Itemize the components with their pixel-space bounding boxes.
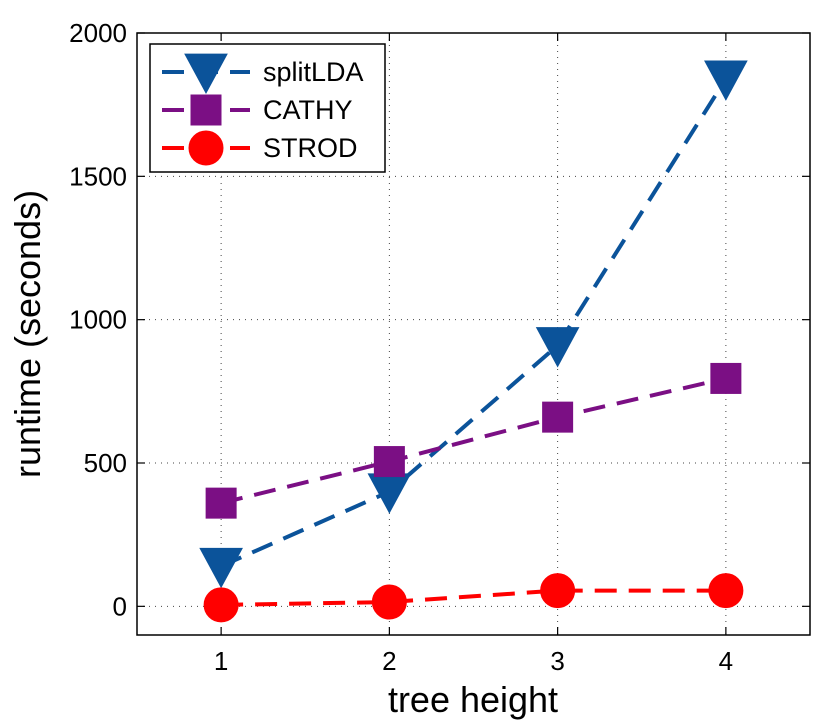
data-point-CATHY-4 <box>710 362 742 394</box>
data-point-splitLDA-4 <box>704 60 748 101</box>
data-point-STROD-2 <box>371 584 407 620</box>
legend-marker-splitLDA <box>184 53 228 95</box>
x-tick-label-2: 2 <box>382 646 396 676</box>
y-tick-label-500: 500 <box>84 448 127 478</box>
legend-label-STROD: STROD <box>263 133 358 163</box>
y-axis-title: runtime (seconds) <box>7 190 48 478</box>
legend-item-STROD: STROD <box>162 130 358 166</box>
series-STROD <box>203 573 744 623</box>
legend-marker-CATHY <box>190 94 222 126</box>
legend: splitLDA CATHY STROD <box>149 43 386 173</box>
data-point-STROD-3 <box>540 573 576 609</box>
plot-frame <box>136 32 811 636</box>
series-line-STROD <box>221 588 726 607</box>
x-axis-title: tree height <box>388 679 558 720</box>
series-line-splitLDA <box>220 77 728 569</box>
data-point-STROD-4 <box>708 573 744 609</box>
data-point-CATHY-2 <box>373 446 405 478</box>
y-tick-label-2000: 2000 <box>69 18 127 48</box>
legend-marker-STROD <box>188 130 224 166</box>
axis-ticks: 0 500 1000 1500 2000 1 2 3 4 <box>69 18 810 676</box>
y-tick-label-1000: 1000 <box>69 305 127 335</box>
y-tick-label-1500: 1500 <box>69 161 127 191</box>
data-point-CATHY-1 <box>205 487 237 519</box>
legend-label-CATHY: CATHY <box>263 95 353 125</box>
y-tick-label-0: 0 <box>113 591 127 621</box>
legend-label-splitLDA: splitLDA <box>263 57 364 87</box>
series-splitLDA <box>199 60 748 589</box>
data-point-splitLDA-3 <box>535 327 580 368</box>
x-tick-label-1: 1 <box>214 646 228 676</box>
data-series <box>199 60 748 623</box>
legend-item-splitLDA: splitLDA <box>162 53 364 95</box>
x-tick-label-3: 3 <box>550 646 564 676</box>
data-point-CATHY-3 <box>542 401 574 433</box>
data-point-splitLDA-1 <box>199 547 243 589</box>
x-tick-label-4: 4 <box>719 646 733 676</box>
data-point-STROD-1 <box>203 587 239 623</box>
data-point-splitLDA-2 <box>367 473 412 514</box>
legend-item-CATHY: CATHY <box>162 94 353 126</box>
series-CATHY <box>205 362 742 519</box>
series-line-CATHY <box>220 376 727 506</box>
